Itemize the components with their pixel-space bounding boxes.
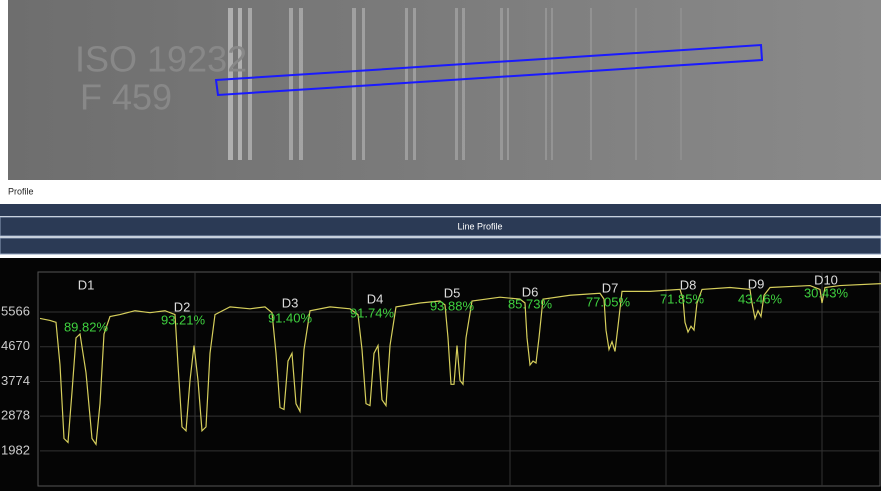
subheader-bar	[0, 237, 881, 255]
defect-percent: 43.46%	[738, 291, 783, 306]
image-text: F 459	[80, 77, 172, 118]
header-title: Line Profile	[457, 221, 502, 231]
defect-percent: 85.73%	[508, 296, 553, 311]
defect-label: D9	[748, 276, 765, 291]
image-text: ISO 19232	[75, 39, 247, 80]
y-tick-label: 5566	[1, 303, 30, 318]
profile-line	[39, 283, 881, 447]
defect-label: D5	[444, 285, 461, 300]
wires	[228, 8, 682, 160]
chart-area	[0, 258, 881, 491]
roi-rectangle[interactable]	[214, 43, 764, 97]
xray-image	[8, 0, 881, 180]
defect-label: D10	[814, 272, 838, 287]
panel-label: Profile	[8, 186, 34, 196]
defect-label: D4	[367, 291, 384, 306]
header-bar	[0, 216, 881, 237]
defect-percent: 71.85%	[660, 291, 705, 306]
defect-label: D2	[174, 299, 191, 314]
plot-frame	[37, 271, 881, 487]
v-grid	[194, 272, 823, 486]
defect-percent: 91.74%	[350, 305, 395, 320]
defect-percent: 30.43%	[804, 285, 849, 300]
toolbar	[0, 204, 881, 216]
defect-percent: 77.05%	[586, 294, 631, 309]
y-tick-label: 2878	[1, 408, 30, 423]
defect-label: D7	[602, 280, 619, 295]
defect-label: D3	[282, 295, 299, 310]
y-tick-label: 1982	[1, 442, 30, 457]
y-tick-label: 3774	[1, 373, 30, 388]
defect-label: D8	[680, 277, 697, 292]
defect-percent: 89.82%	[64, 319, 109, 334]
y-tick-label: 4670	[1, 338, 30, 353]
defect-percent: 93.88%	[430, 298, 475, 313]
defect-label: D1	[78, 277, 95, 292]
defect-percent: 91.40%	[268, 310, 313, 325]
defect-percent: 93.21%	[161, 312, 206, 327]
defect-label: D6	[522, 284, 539, 299]
